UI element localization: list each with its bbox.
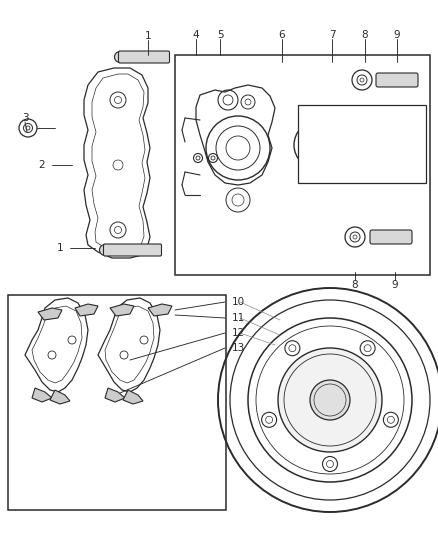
Text: 8: 8 [352,280,358,290]
Circle shape [278,348,382,452]
Text: 3: 3 [22,113,28,123]
Text: 8: 8 [362,30,368,40]
Circle shape [383,413,399,427]
Bar [8,295,226,510]
FancyBboxPatch shape [103,244,162,256]
Circle shape [114,52,126,62]
Text: 11: 11 [231,313,245,323]
Polygon shape [38,308,62,320]
Text: 1: 1 [145,31,151,41]
Text: 5: 5 [217,30,223,40]
Text: 9: 9 [392,280,398,290]
Text: 6: 6 [279,30,285,40]
Text: 13: 13 [231,343,245,353]
FancyBboxPatch shape [376,73,418,87]
Polygon shape [148,304,172,316]
Text: 2: 2 [39,160,45,170]
Text: 7: 7 [328,30,336,40]
Polygon shape [123,390,143,404]
Polygon shape [75,304,98,316]
Bar [298,105,426,183]
Circle shape [261,413,277,427]
Polygon shape [50,390,70,404]
Circle shape [310,380,350,420]
Text: 4: 4 [193,30,199,40]
Polygon shape [110,304,134,316]
Circle shape [322,456,338,472]
Polygon shape [32,388,52,402]
Text: 1: 1 [57,243,64,253]
Text: 9: 9 [394,30,400,40]
Text: 12: 12 [231,328,245,338]
Circle shape [99,245,110,255]
Text: 10: 10 [231,297,244,307]
Circle shape [285,341,300,356]
Bar [175,55,430,275]
Circle shape [360,341,375,356]
Polygon shape [105,388,125,402]
FancyBboxPatch shape [119,51,170,63]
FancyBboxPatch shape [370,230,412,244]
